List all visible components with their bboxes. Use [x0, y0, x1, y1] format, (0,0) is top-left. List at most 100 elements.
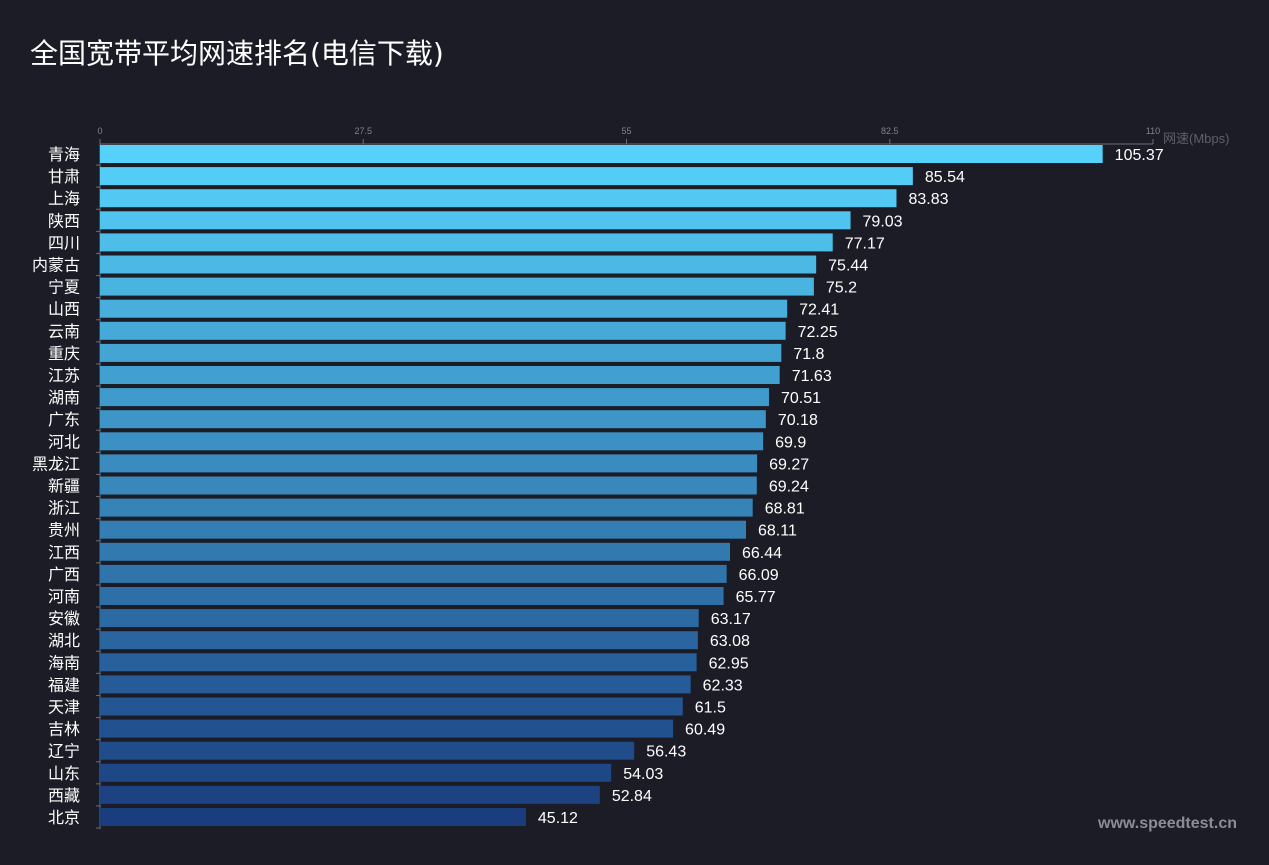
bar: [100, 167, 913, 186]
bar: [100, 343, 782, 362]
category-label: 湖南: [48, 388, 80, 407]
bar: [100, 587, 724, 605]
category-label: 河南: [48, 587, 80, 606]
value-label: 62.33: [703, 677, 743, 694]
category-label: 山东: [48, 764, 80, 783]
category-label: 贵州: [48, 521, 80, 540]
value-label: 61.5: [695, 700, 726, 717]
value-label: 75.2: [826, 280, 857, 297]
value-label: 77.17: [845, 235, 885, 252]
category-label: 海南: [48, 653, 80, 672]
bar: [100, 366, 780, 384]
bar: [100, 564, 727, 583]
bar: [100, 653, 697, 672]
value-label: 68.81: [765, 501, 805, 518]
x-tick-label: 110: [1146, 126, 1160, 136]
value-label: 71.8: [793, 346, 824, 363]
category-label: 内蒙古: [32, 256, 80, 275]
value-label: 63.17: [711, 611, 751, 628]
bar: [100, 211, 851, 230]
category-label: 广东: [48, 410, 80, 429]
value-label: 75.44: [828, 258, 868, 275]
bar: [100, 741, 635, 760]
bar: [100, 542, 731, 561]
value-label: 52.84: [612, 788, 652, 805]
bar: [100, 321, 786, 340]
bar: [100, 609, 699, 628]
value-label: 65.77: [736, 589, 776, 606]
bar: [100, 299, 788, 318]
category-label: 陕西: [48, 211, 80, 230]
value-label: 60.49: [685, 722, 725, 739]
bar: [100, 631, 698, 650]
category-label: 青海: [48, 145, 80, 164]
value-label: 62.95: [709, 655, 749, 672]
bar: [100, 719, 674, 738]
category-label: 福建: [48, 675, 80, 694]
bar: [100, 454, 758, 473]
bar: [100, 498, 753, 517]
category-label: 湖北: [48, 631, 80, 650]
value-label: 83.83: [908, 191, 948, 208]
value-label: 54.03: [623, 766, 663, 783]
bar: [100, 675, 691, 694]
value-label: 71.63: [792, 368, 832, 385]
category-label: 甘肃: [48, 167, 80, 186]
value-label: 66.09: [739, 567, 779, 584]
category-label: 黑龙江: [32, 454, 80, 473]
bar: [100, 189, 897, 208]
value-label: 45.12: [538, 810, 578, 827]
bar: [100, 476, 757, 495]
category-label: 浙江: [48, 499, 80, 518]
x-tick-label: 55: [621, 126, 631, 136]
category-label: 云南: [48, 322, 80, 341]
value-label: 63.08: [710, 633, 750, 650]
category-label: 山西: [48, 300, 80, 319]
value-label: 70.18: [778, 412, 818, 429]
category-label: 天津: [48, 698, 80, 717]
bar: [100, 388, 769, 407]
category-label: 北京: [48, 808, 80, 827]
category-label: 新疆: [48, 477, 80, 496]
value-label: 69.27: [769, 456, 809, 473]
value-label: 69.9: [775, 434, 806, 451]
value-label: 79.03: [863, 213, 903, 230]
category-label: 辽宁: [48, 742, 80, 761]
bar: [100, 432, 764, 451]
value-label: 105.37: [1115, 147, 1164, 164]
bar: [100, 410, 766, 429]
category-label: 西藏: [48, 786, 80, 805]
category-label: 江苏: [48, 366, 80, 385]
bar: [100, 808, 526, 826]
category-label: 吉林: [48, 720, 80, 739]
bar: [100, 763, 612, 782]
x-tick-label: 82.5: [881, 126, 899, 136]
watermark: www.speedtest.cn: [1098, 815, 1237, 832]
x-axis-label: 网速(Mbps): [1163, 131, 1229, 146]
bar: [100, 520, 746, 539]
category-label: 广西: [48, 565, 80, 584]
value-label: 66.44: [742, 545, 782, 562]
chart-title: 全国宽带平均网速排名(电信下载): [30, 37, 444, 70]
category-label: 四川: [48, 233, 80, 252]
bar: [100, 255, 817, 274]
bar: [100, 697, 683, 716]
category-label: 上海: [48, 189, 80, 208]
category-label: 宁夏: [48, 278, 80, 297]
x-tick-label: 27.5: [354, 126, 372, 136]
bar: [100, 145, 1103, 163]
bar: [100, 277, 814, 296]
value-label: 72.41: [799, 302, 839, 319]
category-label: 江西: [48, 543, 80, 562]
value-label: 85.54: [925, 169, 965, 186]
value-label: 72.25: [798, 324, 838, 341]
category-label: 重庆: [48, 344, 80, 363]
category-label: 河北: [48, 432, 80, 451]
value-label: 56.43: [646, 744, 686, 761]
x-tick-label: 0: [97, 126, 102, 136]
value-label: 70.51: [781, 390, 821, 407]
bar: [100, 785, 600, 804]
value-label: 69.24: [769, 479, 809, 496]
category-label: 安徽: [48, 609, 80, 628]
